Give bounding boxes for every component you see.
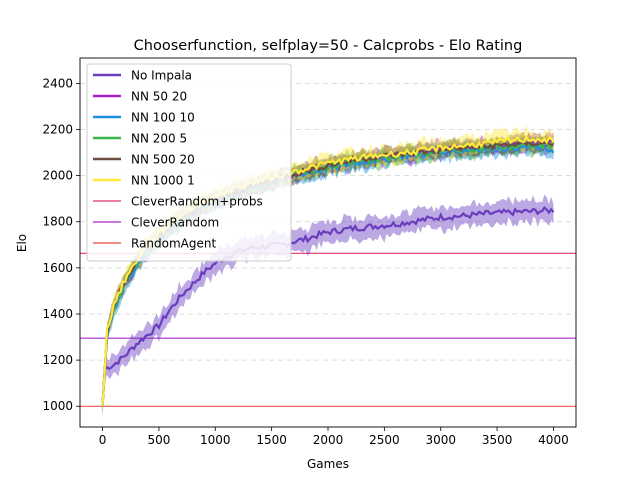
legend-label: CleverRandom xyxy=(131,216,219,230)
legend-label: NN 100 10 xyxy=(131,111,195,125)
x-axis-ticks: 0 500 1000 1500 2000 2500 3000 3500 4000 xyxy=(99,427,569,447)
legend: No Impala NN 50 20 NN 100 10 NN 200 5 NN 500… xyxy=(86,63,292,262)
legend-box xyxy=(86,63,292,262)
x-tick-label: 500 xyxy=(147,433,170,447)
y-tick-label: 2200 xyxy=(42,122,73,136)
legend-label: NN 200 5 xyxy=(131,132,187,146)
y-tick-label: 1200 xyxy=(42,353,73,367)
series-line-0 xyxy=(101,206,555,407)
y-tick-label: 1600 xyxy=(42,261,73,275)
legend-label: NN 50 20 xyxy=(131,90,187,104)
y-tick-label: 1800 xyxy=(42,215,73,229)
series-band-0 xyxy=(102,194,554,417)
legend-label: No Impala xyxy=(131,69,192,83)
x-tick-label: 4000 xyxy=(538,433,569,447)
x-tick-label: 2000 xyxy=(313,433,344,447)
x-tick-label: 1000 xyxy=(200,433,231,447)
x-axis-label: Games xyxy=(307,457,349,471)
y-tick-label: 2000 xyxy=(42,169,73,183)
legend-label: CleverRandom+probs xyxy=(131,195,263,209)
chart-title: Chooserfunction, selfplay=50 - Calcprobs… xyxy=(134,38,523,54)
x-tick-label: 3500 xyxy=(482,433,513,447)
y-axis-ticks: 1000 1200 1400 1600 1800 2000 2200 2400 xyxy=(42,76,80,413)
x-tick-label: 1500 xyxy=(256,433,287,447)
y-axis-label: Elo xyxy=(15,234,29,252)
y-tick-label: 1400 xyxy=(42,307,73,321)
legend-label: RandomAgent xyxy=(131,237,216,251)
x-tick-label: 0 xyxy=(99,433,107,447)
y-tick-label: 1000 xyxy=(42,399,73,413)
legend-label: NN 1000 1 xyxy=(131,174,195,188)
x-tick-label: 3000 xyxy=(425,433,456,447)
legend-label: NN 500 20 xyxy=(131,153,195,167)
y-tick-label: 2400 xyxy=(42,76,73,90)
x-tick-label: 2500 xyxy=(369,433,400,447)
